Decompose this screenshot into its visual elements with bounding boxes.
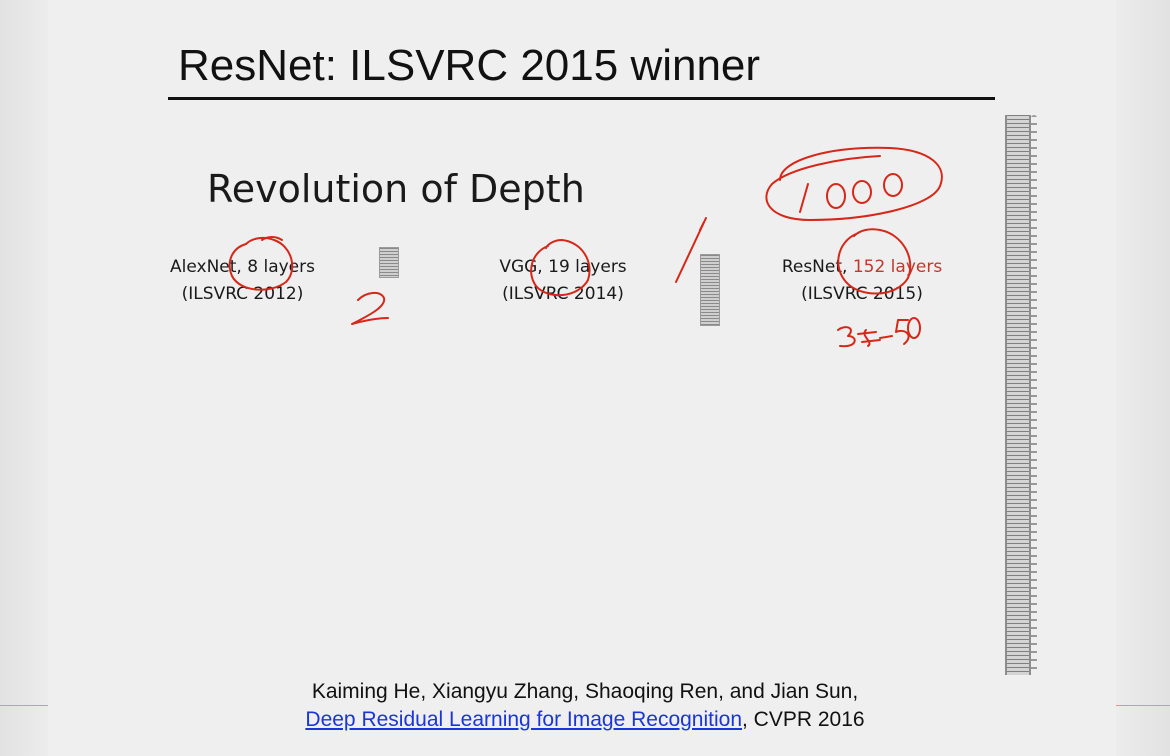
vgg-layers: 19 layers bbox=[548, 257, 627, 277]
vgg-label: VGG, 19 layers (ILSVRC 2014) bbox=[488, 254, 638, 308]
citation-paper-line: Deep Residual Learning for Image Recogni… bbox=[0, 706, 1170, 734]
resnet-name: ResNet, bbox=[781, 257, 853, 277]
title-underline bbox=[168, 97, 995, 100]
vgg-competition: (ILSVRC 2014) bbox=[502, 284, 624, 304]
paper-link[interactable]: Deep Residual Learning for Image Recogni… bbox=[305, 708, 743, 731]
vgg-name-line: VGG, 19 layers bbox=[488, 254, 638, 281]
slide-title: ResNet: ILSVRC 2015 winner bbox=[178, 41, 761, 90]
alexnet-layers: 8 layers bbox=[247, 257, 315, 277]
citation-venue: , CVPR 2016 bbox=[742, 708, 865, 731]
resnet-layers: 152 layers bbox=[852, 257, 943, 277]
right-edge-line bbox=[1116, 705, 1170, 706]
resnet-label: ResNet, 152 layers (ILSVRC 2015) bbox=[772, 254, 952, 308]
slide bbox=[48, 0, 1116, 756]
left-edge-line bbox=[0, 705, 48, 706]
left-margin bbox=[0, 0, 48, 756]
resnet-layer-stack bbox=[1005, 115, 1037, 675]
resnet-name-line: ResNet, 152 layers bbox=[772, 254, 952, 281]
citation-authors: Kaiming He, Xiangyu Zhang, Shaoqing Ren,… bbox=[311, 680, 859, 703]
vgg-layer-stack bbox=[700, 254, 720, 326]
right-margin bbox=[1116, 0, 1170, 756]
alexnet-name: AlexNet, bbox=[170, 257, 248, 277]
alexnet-name-line: AlexNet, 8 layers bbox=[160, 254, 325, 281]
citation: Kaiming He, Xiangyu Zhang, Shaoqing Ren,… bbox=[0, 678, 1170, 734]
vgg-name: VGG, bbox=[499, 257, 549, 277]
slide-subtitle: Revolution of Depth bbox=[207, 167, 585, 211]
alexnet-competition: (ILSVRC 2012) bbox=[181, 284, 304, 304]
alexnet-layer-stack bbox=[379, 247, 399, 278]
resnet-competition: (ILSVRC 2015) bbox=[801, 284, 923, 304]
alexnet-label: AlexNet, 8 layers (ILSVRC 2012) bbox=[160, 254, 325, 308]
